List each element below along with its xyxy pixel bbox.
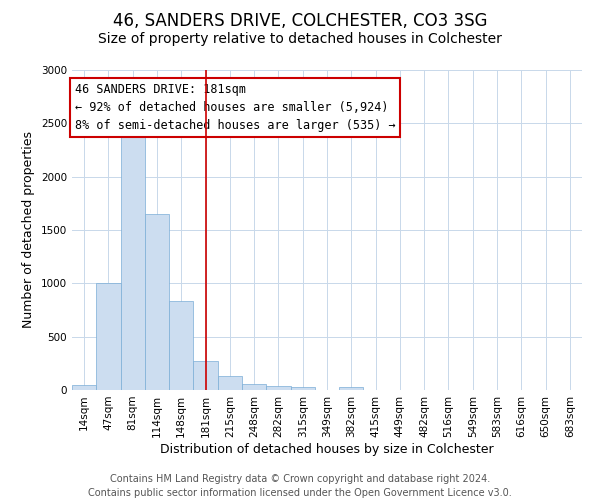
Y-axis label: Number of detached properties: Number of detached properties (22, 132, 35, 328)
Bar (290, 387, 315, 390)
Bar (218, 376, 242, 390)
Bar (266, 386, 290, 390)
Text: Size of property relative to detached houses in Colchester: Size of property relative to detached ho… (98, 32, 502, 46)
Bar (169, 301, 193, 390)
X-axis label: Distribution of detached houses by size in Colchester: Distribution of detached houses by size … (160, 442, 494, 456)
Bar (339, 388, 364, 390)
Bar (72, 384, 96, 390)
Bar (121, 128, 145, 390)
Bar (193, 360, 218, 390)
Bar (145, 214, 169, 390)
Text: Contains HM Land Registry data © Crown copyright and database right 2024.
Contai: Contains HM Land Registry data © Crown c… (88, 474, 512, 498)
Bar (96, 284, 121, 390)
Text: 46, SANDERS DRIVE, COLCHESTER, CO3 3SG: 46, SANDERS DRIVE, COLCHESTER, CO3 3SG (113, 12, 487, 30)
Bar (242, 384, 266, 390)
Text: 46 SANDERS DRIVE: 181sqm
← 92% of detached houses are smaller (5,924)
8% of semi: 46 SANDERS DRIVE: 181sqm ← 92% of detach… (74, 83, 395, 132)
